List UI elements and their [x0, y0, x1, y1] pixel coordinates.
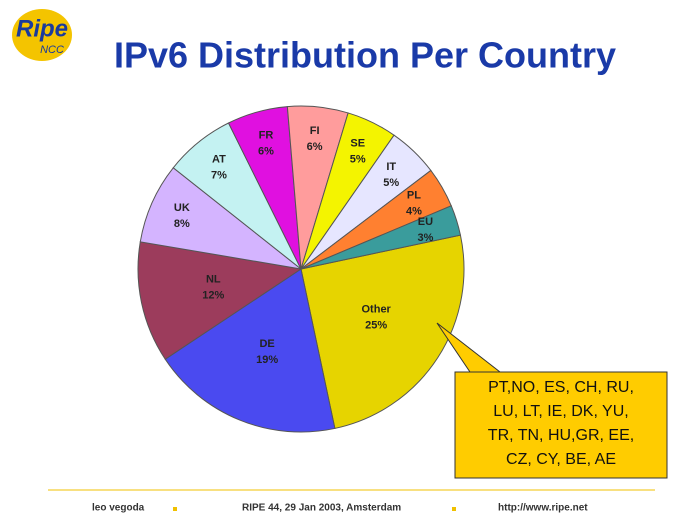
slice-value-label: 25% [365, 320, 387, 332]
slice-value-label: 12% [202, 290, 224, 302]
pie-slice [300, 234, 465, 430]
callout-line: LU, LT, IE, DK, YU, [493, 403, 628, 420]
slice-value-label: 3% [417, 232, 433, 244]
pie-slice [137, 241, 303, 360]
slice-label: FI [310, 125, 320, 137]
slice-label: UK [174, 202, 190, 214]
slice-value-label: 5% [383, 177, 399, 189]
callout-pointer [436, 322, 502, 373]
slice-value-label: 7% [211, 170, 227, 182]
slice-label: EU [418, 216, 433, 228]
chart-title: IPv6 Distribution Per Country [114, 35, 616, 76]
slice-label: PL [407, 190, 421, 202]
footer-dot [173, 507, 177, 511]
logo-main: Ripe [16, 15, 68, 42]
slice-label: DE [259, 338, 274, 350]
slice-label: AT [212, 154, 226, 166]
slice-label: IT [386, 161, 396, 173]
pie-slice [300, 205, 462, 270]
logo-badge [12, 9, 72, 61]
slice-value-label: 6% [258, 145, 274, 157]
pie-slice [164, 268, 336, 433]
slice-value-label: 19% [256, 354, 278, 366]
footer-event: RIPE 44, 29 Jan 2003, Amsterdam [242, 503, 401, 514]
slice-value-label: 4% [406, 206, 422, 218]
slice-label: FR [259, 129, 274, 141]
callout-text: PT,NO, ES, CH, RU, LU, LT, IE, DK, YU, TR,… [488, 379, 634, 468]
footer-url: http://www.ripe.net [498, 503, 588, 514]
footer-author: leo vegoda [92, 503, 145, 514]
slice-label: Other [362, 304, 392, 316]
slice-label: SE [350, 138, 365, 150]
callout-line: TR, TN, HU,GR, EE, [488, 427, 634, 444]
slice-label: NL [206, 274, 221, 286]
callout-line: CZ, CY, BE, AE [506, 451, 616, 468]
footer-dot [452, 507, 456, 511]
callout-line: PT,NO, ES, CH, RU, [488, 379, 634, 396]
pie: Other 25% DE 19% NL 12% UK 8% AT 7% FR 6% FI 6% SE 5% IT… [137, 105, 465, 433]
slice-value-label: 6% [307, 141, 323, 153]
slice-value-label: 5% [350, 154, 366, 166]
slice-value-label: 8% [174, 218, 190, 230]
callout-box [454, 371, 668, 479]
logo-sub: NCC [40, 44, 64, 56]
